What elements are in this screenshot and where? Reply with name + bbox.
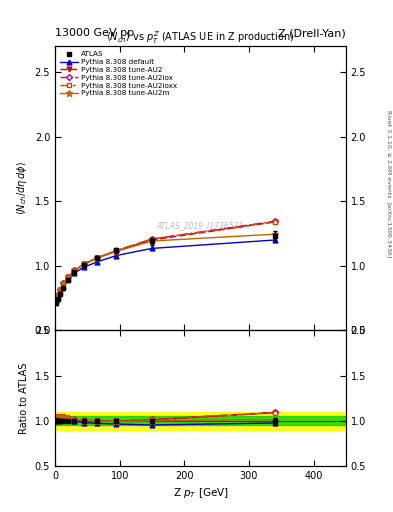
Text: Z (Drell-Yan): Z (Drell-Yan): [278, 28, 346, 38]
Text: Rivet 3.1.10, ≥ 2.6M events: Rivet 3.1.10, ≥ 2.6M events: [386, 110, 391, 197]
Bar: [55, 412, 346, 430]
Y-axis label: Ratio to ATLAS: Ratio to ATLAS: [19, 362, 29, 434]
Text: ATLAS_2019_I1736531: ATLAS_2019_I1736531: [157, 221, 244, 230]
X-axis label: Z $p_T$ [GeV]: Z $p_T$ [GeV]: [173, 486, 228, 500]
Legend: ATLAS, Pythia 8.308 default, Pythia 8.308 tune-AU2, Pythia 8.308 tune-AU2lox, Py: ATLAS, Pythia 8.308 default, Pythia 8.30…: [59, 50, 178, 98]
Text: 13000 GeV pp: 13000 GeV pp: [55, 28, 134, 38]
Title: $\langle N_{ch}\rangle$ vs $p_T^Z$ (ATLAS UE in Z production): $\langle N_{ch}\rangle$ vs $p_T^Z$ (ATLA…: [106, 29, 295, 46]
Y-axis label: $\langle N_{ch}/d\eta\,d\phi\rangle$: $\langle N_{ch}/d\eta\,d\phi\rangle$: [15, 161, 29, 216]
Bar: [55, 416, 346, 425]
Text: [arXiv:1306.3436]: [arXiv:1306.3436]: [386, 202, 391, 259]
